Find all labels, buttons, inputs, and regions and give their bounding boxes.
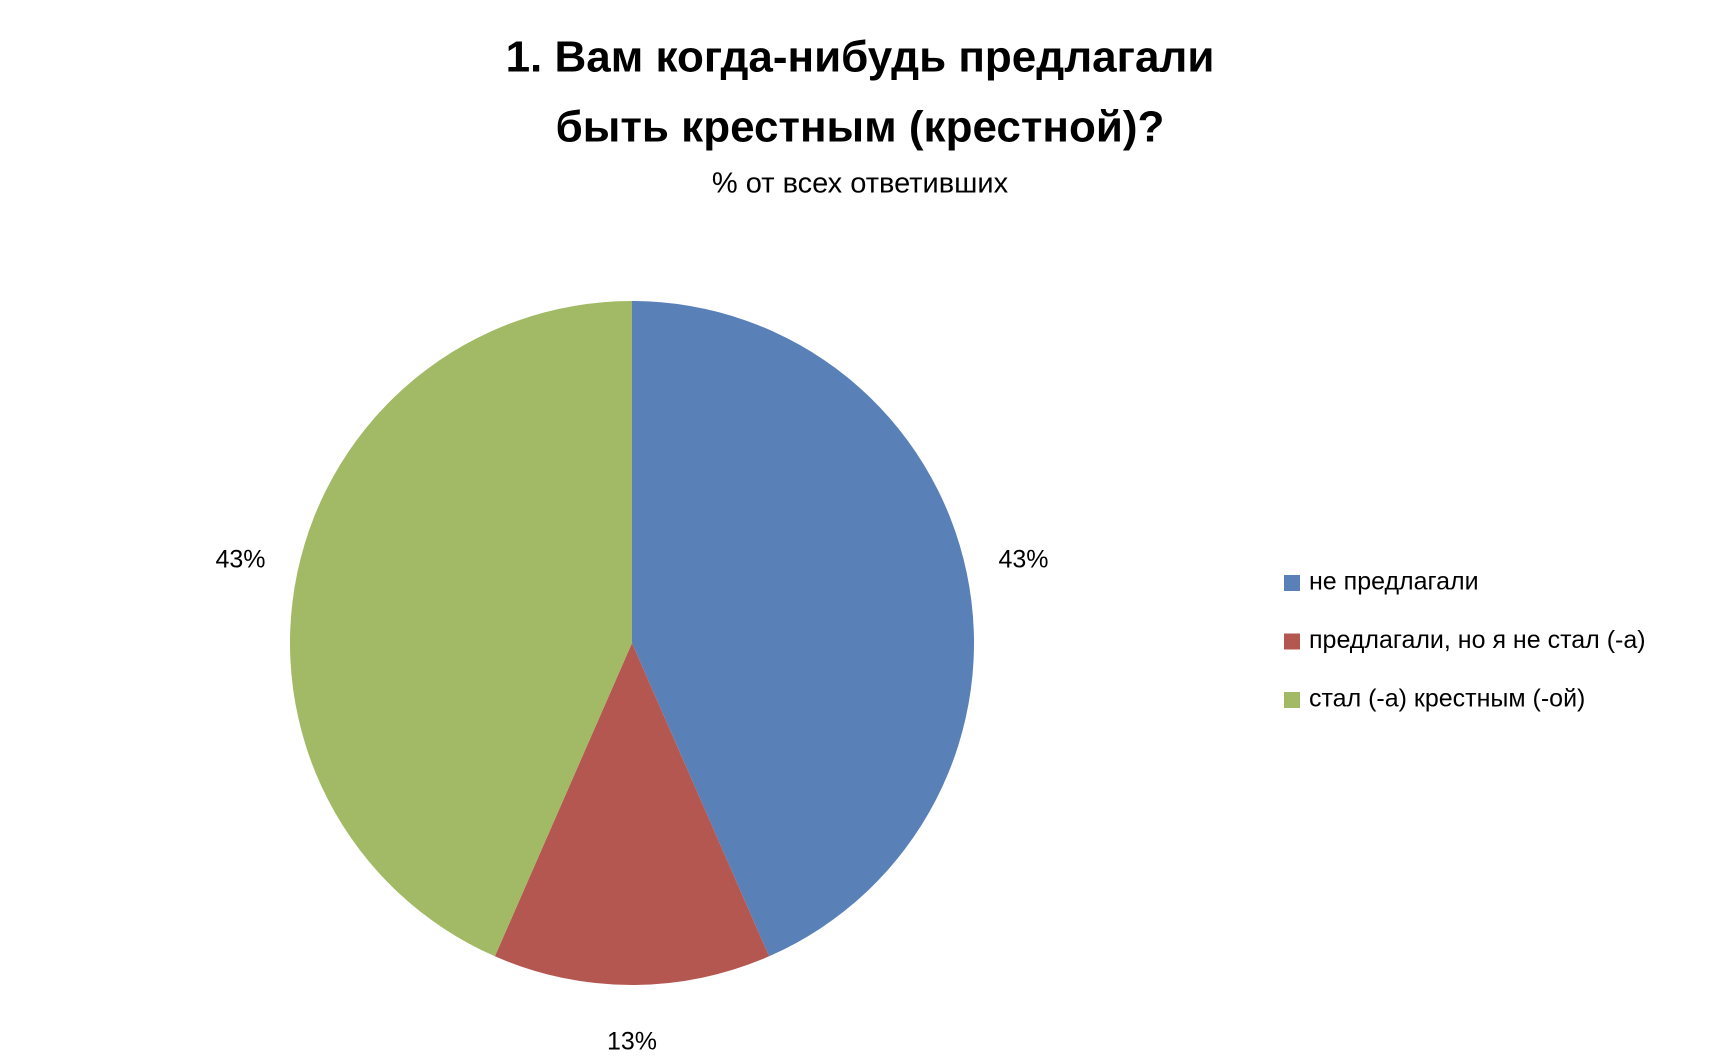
chart-title: 1. Вам когда-нибудь предлагали [506,33,1215,82]
legend-swatch [1284,575,1300,591]
data-label: 43% [998,546,1048,574]
legend-label: не предлагали [1309,568,1479,596]
pie-slice [290,301,632,957]
legend-swatch [1284,692,1300,708]
chart-subtitle: % от всех ответивших [712,168,1009,200]
legend-label: предлагали, но я не стал (-а) [1309,626,1646,654]
legend-swatch [1284,633,1300,650]
legend-label: стал (-а) крестным (-ой) [1309,685,1585,713]
data-label: 13% [607,1028,657,1056]
pie-slice [494,643,770,985]
data-label: 43% [215,546,265,574]
pie-slice [632,301,974,957]
chart-title: быть крестным (крестной)? [556,103,1165,152]
